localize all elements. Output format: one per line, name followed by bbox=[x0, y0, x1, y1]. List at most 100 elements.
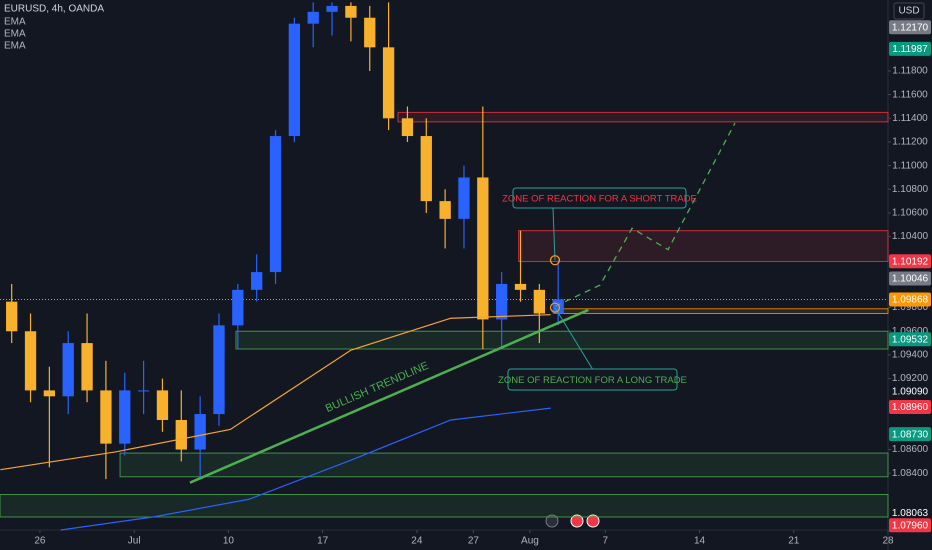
candle-body bbox=[514, 283, 527, 290]
price-badge-label: 1.10046 bbox=[892, 274, 929, 285]
price-badge bbox=[889, 20, 931, 35]
y-tick-label: 1.11800 bbox=[892, 66, 928, 77]
zone bbox=[119, 452, 889, 478]
x-tick-label: 10 bbox=[223, 536, 235, 547]
price-badge bbox=[889, 384, 931, 399]
candle-body bbox=[137, 390, 150, 392]
connector bbox=[554, 307, 593, 370]
zone bbox=[0, 494, 889, 518]
projection bbox=[554, 122, 736, 307]
candle-body bbox=[439, 201, 451, 219]
price-badge bbox=[889, 399, 931, 414]
candle-body bbox=[232, 289, 244, 326]
ema-line bbox=[60, 407, 551, 531]
candle-body bbox=[119, 390, 131, 444]
x-tick-label: 27 bbox=[468, 536, 480, 547]
x-tick-label: 17 bbox=[317, 536, 329, 547]
y-tick-label: 1.11200 bbox=[892, 137, 928, 148]
event-icons bbox=[545, 514, 600, 528]
candle-body bbox=[307, 11, 319, 24]
y-tick-label: 1.10800 bbox=[892, 184, 929, 195]
price-badge-label: 1.07960 bbox=[892, 520, 929, 531]
zone bbox=[518, 230, 889, 262]
candle-body bbox=[458, 177, 470, 219]
candle-body bbox=[62, 343, 74, 397]
candle-body bbox=[364, 17, 376, 48]
candle-body bbox=[175, 419, 187, 450]
y-tick-label: 1.09800 bbox=[892, 302, 929, 313]
candle-body bbox=[6, 301, 18, 332]
symbol: EURUSD, 4h, OANDA bbox=[4, 4, 104, 15]
marker bbox=[549, 255, 561, 266]
price-badge bbox=[889, 427, 931, 442]
price-badge bbox=[889, 254, 931, 269]
price-badge bbox=[889, 271, 931, 286]
connector bbox=[552, 207, 556, 261]
candle-body bbox=[345, 5, 357, 18]
x-tick-label: 21 bbox=[788, 536, 800, 547]
x-tick-label: 14 bbox=[694, 536, 706, 547]
price-badge bbox=[889, 292, 931, 307]
price-badge bbox=[889, 332, 931, 347]
candle-body bbox=[382, 47, 395, 119]
currency[interactable]: USD bbox=[898, 6, 919, 17]
candle-body bbox=[288, 23, 301, 137]
price-badge bbox=[889, 41, 931, 56]
annotation-box bbox=[507, 368, 678, 391]
x-tick-label: 7 bbox=[603, 536, 609, 547]
price-badge-label: 1.08960 bbox=[892, 402, 929, 413]
y-tick-label: 1.09200 bbox=[892, 373, 929, 384]
y-tick-label: 1.10600 bbox=[892, 208, 929, 219]
y-tick-label: 1.11400 bbox=[892, 113, 928, 124]
candle-body bbox=[24, 331, 37, 391]
x-tick-label: Jul bbox=[128, 536, 141, 547]
candle-body bbox=[533, 289, 546, 314]
price-badge-label: 1.09868 bbox=[892, 295, 929, 306]
indicator: EMA bbox=[4, 41, 26, 52]
currency-button[interactable] bbox=[893, 2, 925, 20]
candle-body bbox=[194, 414, 206, 450]
icon[interactable] bbox=[570, 514, 584, 528]
annotation: ZONE OF REACTION FOR A LONG TRADE bbox=[498, 375, 687, 386]
price-badge-label: 1.11987 bbox=[892, 44, 928, 55]
candle-body bbox=[269, 136, 282, 273]
icon[interactable] bbox=[545, 514, 559, 528]
y-tick-label: 1.08400 bbox=[892, 468, 929, 479]
y-tick-label: 1.08600 bbox=[892, 444, 929, 455]
y-tick-label: 1.10400 bbox=[892, 231, 929, 242]
candle-body bbox=[81, 343, 93, 391]
candle-body bbox=[326, 5, 338, 12]
indicator: EMA bbox=[4, 17, 26, 28]
y-tick-label: 1.11600 bbox=[892, 89, 928, 100]
y-tick-label: 1.11000 bbox=[892, 160, 928, 171]
price-badge bbox=[889, 506, 931, 521]
y-tick-label: 1.09400 bbox=[892, 350, 929, 361]
price-badge bbox=[889, 518, 931, 533]
price-badge-label: 1.08063 bbox=[892, 508, 929, 519]
trendline bbox=[189, 308, 589, 484]
candle-body bbox=[401, 118, 414, 137]
annotation-box bbox=[512, 187, 687, 209]
x-tick-label: Aug bbox=[521, 536, 539, 547]
icon[interactable] bbox=[586, 514, 600, 528]
candle-body bbox=[251, 272, 263, 290]
price-badge-label: 1.08730 bbox=[892, 429, 929, 440]
ema-line bbox=[0, 314, 551, 471]
price-badge-label: 1.09090 bbox=[892, 387, 929, 398]
candle-body bbox=[156, 390, 169, 420]
price-badge-label: 1.09532 bbox=[892, 334, 929, 345]
candle-body bbox=[496, 283, 508, 320]
price-badge-label: 1.12170 bbox=[892, 22, 929, 33]
zone bbox=[235, 330, 889, 350]
candle-body bbox=[43, 390, 56, 397]
marker bbox=[549, 302, 561, 313]
annotation: ZONE OF REACTION FOR A SHORT TRADE bbox=[502, 194, 697, 205]
candle-body bbox=[213, 325, 225, 415]
y-tick-label: 1.09600 bbox=[892, 326, 929, 337]
zone bbox=[553, 308, 889, 315]
x-tick-label: 24 bbox=[411, 536, 423, 547]
price-badge-label: 1.10192 bbox=[892, 256, 929, 267]
